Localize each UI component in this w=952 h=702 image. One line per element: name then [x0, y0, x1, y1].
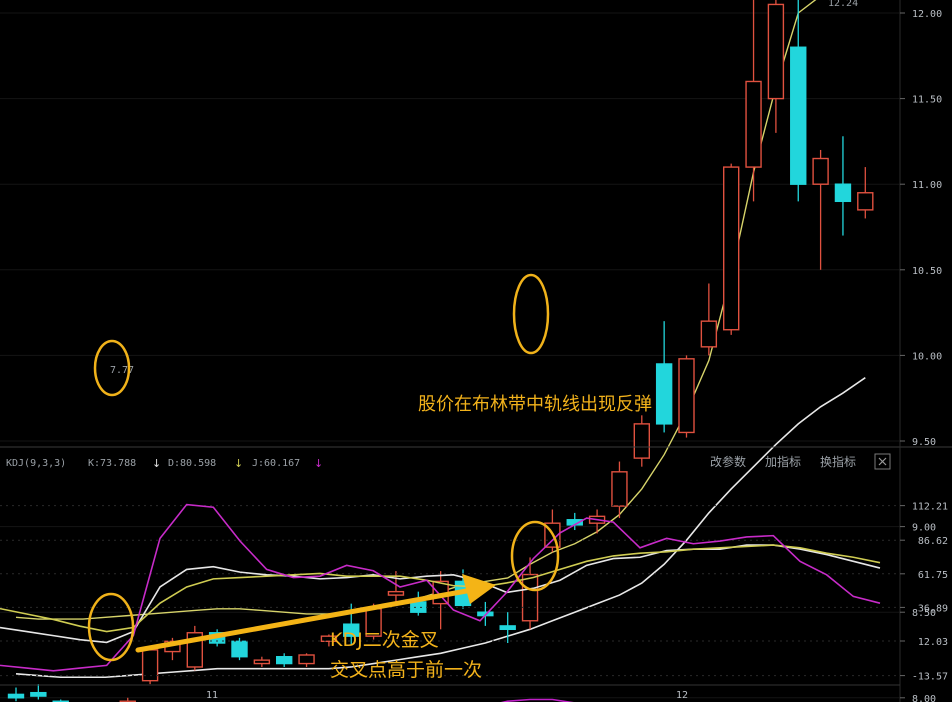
candle — [857, 167, 874, 219]
close-icon[interactable] — [874, 453, 891, 470]
candle — [186, 625, 204, 671]
price-tick-label: 8.50 — [912, 608, 936, 619]
candle — [410, 591, 427, 616]
price-axis: 12.00 11.50 11.00 10.50 10.00 9.50 9.00 8.50 8.0… — [900, 9, 942, 702]
golden-cross-arrow — [135, 574, 496, 653]
candle — [790, 0, 807, 202]
kdj-annotation-line-1: KDJ二次金叉 — [330, 629, 439, 651]
candle — [678, 355, 695, 438]
arrow-shaft — [135, 587, 475, 653]
candle — [521, 557, 539, 630]
candle — [7, 687, 25, 702]
candle — [745, 0, 762, 202]
kdj-tick-label: 36.89 — [918, 603, 948, 614]
j-value: J:60.167 — [252, 458, 300, 469]
kdj-axis: 112.21 86.62 61.75 36.89 12.03 -13.57 — [900, 502, 948, 683]
kdj-title: KDJ(9,3,3) — [6, 458, 66, 469]
candle — [276, 653, 293, 667]
candle — [723, 163, 740, 335]
candle — [119, 697, 136, 702]
candle — [298, 653, 315, 667]
kdj-tick-label: 112.21 — [912, 502, 948, 513]
kdj-tick-label: 12.03 — [918, 637, 948, 648]
k-arrow-icon: ↓ — [152, 457, 161, 470]
candle — [700, 283, 718, 356]
top-price-label: 12.24 — [828, 0, 858, 9]
candle — [432, 571, 449, 630]
candle — [253, 656, 271, 667]
candle — [834, 136, 852, 236]
highlight-ellipse-kdj-2 — [510, 520, 560, 592]
price-tick-label: 11.50 — [912, 95, 942, 106]
kdj-panel — [0, 503, 900, 677]
price-tick-label: 11.00 — [912, 180, 942, 191]
add-indicator-button[interactable]: 加指标 — [765, 454, 801, 469]
kdj-tick-label: 61.75 — [918, 570, 948, 581]
edit-params-button[interactable]: 改参数 — [710, 454, 746, 469]
d-arrow-icon: ↓ — [234, 457, 243, 470]
candle — [767, 0, 785, 133]
x-tick-label: 11 — [206, 690, 218, 701]
candle — [812, 149, 829, 270]
highlight-ellipse-candle-1 — [93, 339, 131, 397]
k-value: K:73.788 — [88, 458, 136, 469]
price-tick-label: 9.00 — [912, 523, 936, 534]
candle — [231, 637, 248, 661]
kdj-annotation-line-2: 交叉点高于前一次 — [330, 659, 482, 681]
candle — [655, 321, 673, 433]
candle — [588, 509, 606, 534]
price-panel — [0, 0, 900, 702]
x-tick-label: 12 — [676, 690, 688, 701]
kdj-header: KDJ(9,3,3) K:73.788 ↓ D:80.598 ↓ J:60.16… — [6, 457, 323, 470]
j-arrow-icon: ↓ — [314, 457, 323, 470]
d-value: D:80.598 — [168, 458, 216, 469]
highlight-ellipse-kdj-1 — [87, 592, 135, 662]
price-tick-label: 8.00 — [912, 694, 936, 702]
price-tick-label: 12.00 — [912, 9, 942, 20]
highlight-ellipse-candle-2 — [512, 273, 550, 355]
switch-indicator-button[interactable]: 换指标 — [820, 454, 856, 469]
candle — [320, 634, 338, 647]
kdj-series-d — [0, 544, 881, 633]
price-tick-label: 10.00 — [912, 351, 942, 362]
price-tick-label: 9.50 — [912, 437, 936, 448]
arrow-head-icon — [462, 574, 496, 604]
candle — [633, 415, 650, 467]
price-tick-label: 10.50 — [912, 266, 942, 277]
last-bar-label: 7.77 — [110, 365, 134, 376]
kdj-tick-label: 86.62 — [918, 536, 948, 547]
candle — [30, 684, 47, 700]
price-annotation: 股价在布林带中轨线出现反弹 — [418, 394, 652, 415]
bollinger-mid-line — [15, 376, 866, 679]
candle — [141, 646, 159, 685]
candle — [499, 612, 516, 644]
kdj-tick-label: -13.57 — [912, 672, 948, 683]
